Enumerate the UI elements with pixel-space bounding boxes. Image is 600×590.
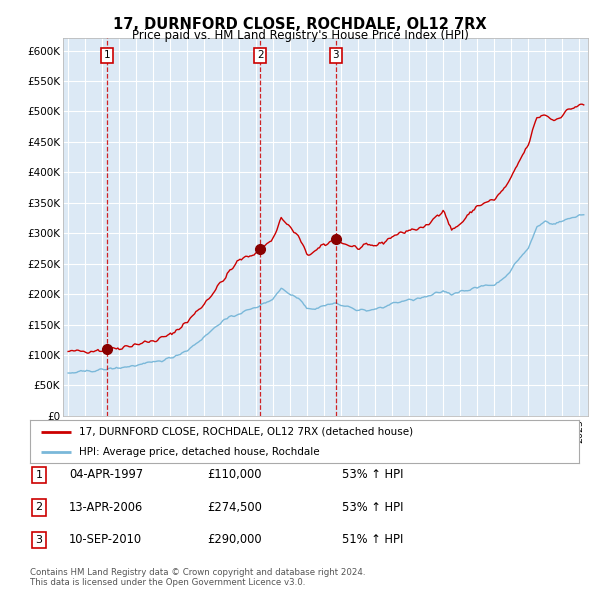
Text: 17, DURNFORD CLOSE, ROCHDALE, OL12 7RX: 17, DURNFORD CLOSE, ROCHDALE, OL12 7RX [113,17,487,31]
Text: £290,000: £290,000 [207,533,262,546]
Text: Price paid vs. HM Land Registry's House Price Index (HPI): Price paid vs. HM Land Registry's House … [131,30,469,42]
Text: 51% ↑ HPI: 51% ↑ HPI [342,533,403,546]
Text: 3: 3 [332,50,339,60]
Text: HPI: Average price, detached house, Rochdale: HPI: Average price, detached house, Roch… [79,447,320,457]
Text: 3: 3 [35,535,43,545]
Text: 04-APR-1997: 04-APR-1997 [69,468,143,481]
Text: 1: 1 [35,470,43,480]
Text: 53% ↑ HPI: 53% ↑ HPI [342,501,403,514]
Text: 53% ↑ HPI: 53% ↑ HPI [342,468,403,481]
Text: £274,500: £274,500 [207,501,262,514]
Text: Contains HM Land Registry data © Crown copyright and database right 2024.
This d: Contains HM Land Registry data © Crown c… [30,568,365,587]
Text: 10-SEP-2010: 10-SEP-2010 [69,533,142,546]
Text: 1: 1 [103,50,110,60]
Text: 13-APR-2006: 13-APR-2006 [69,501,143,514]
Text: 17, DURNFORD CLOSE, ROCHDALE, OL12 7RX (detached house): 17, DURNFORD CLOSE, ROCHDALE, OL12 7RX (… [79,427,413,437]
Text: 2: 2 [35,503,43,512]
Text: £110,000: £110,000 [207,468,262,481]
Text: 2: 2 [257,50,263,60]
